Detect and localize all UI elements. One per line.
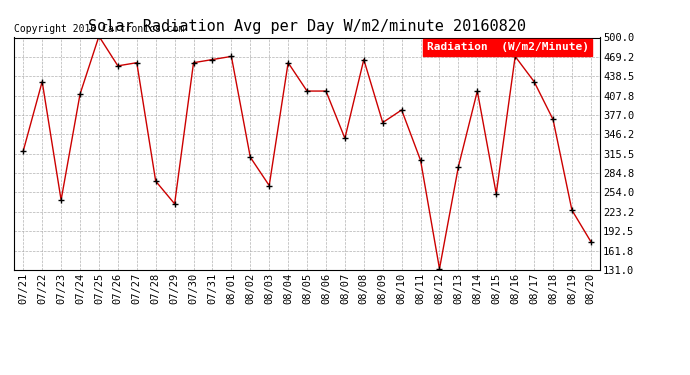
Text: Copyright 2016 Cartronics.com: Copyright 2016 Cartronics.com	[14, 24, 184, 34]
Title: Solar Radiation Avg per Day W/m2/minute 20160820: Solar Radiation Avg per Day W/m2/minute …	[88, 18, 526, 33]
Text: Radiation  (W/m2/Minute): Radiation (W/m2/Minute)	[426, 42, 589, 52]
